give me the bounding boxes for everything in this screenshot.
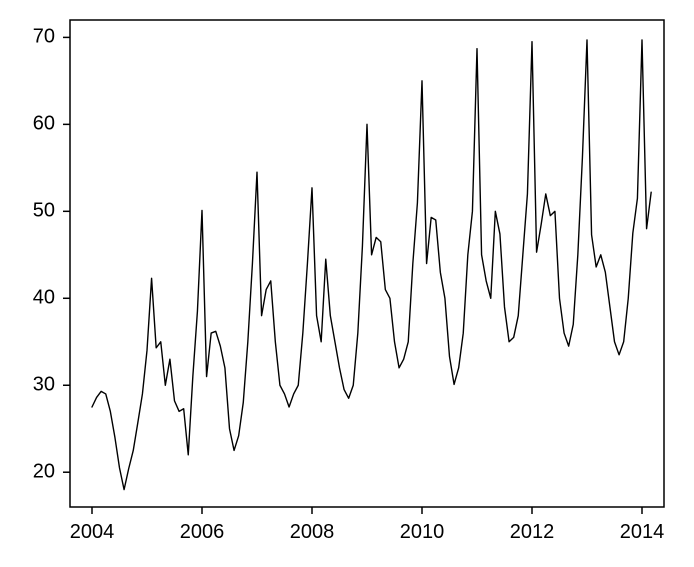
timeseries-chart: 20 30 40 50 60 70 2004 2006 2008 2010 2012 2014: [0, 0, 694, 567]
y-tick-label: 20: [33, 460, 55, 482]
y-tick-label: 60: [33, 113, 55, 135]
y-tick-label: 50: [33, 200, 55, 222]
plot-border: [70, 20, 664, 507]
y-tick-label: 30: [33, 374, 55, 396]
x-tick-label: 2010: [400, 521, 445, 543]
x-tick-label: 2006: [180, 521, 225, 543]
series-line: [92, 40, 651, 490]
x-tick-label: 2004: [70, 521, 115, 543]
y-tick-label: 70: [33, 26, 55, 48]
x-tick-label: 2014: [620, 521, 665, 543]
y-tick-label: 40: [33, 287, 55, 309]
x-tick-label: 2012: [510, 521, 555, 543]
x-tick-label: 2008: [290, 521, 335, 543]
chart-svg: 20 30 40 50 60 70 2004 2006 2008 2010 2012 2014: [0, 0, 694, 567]
